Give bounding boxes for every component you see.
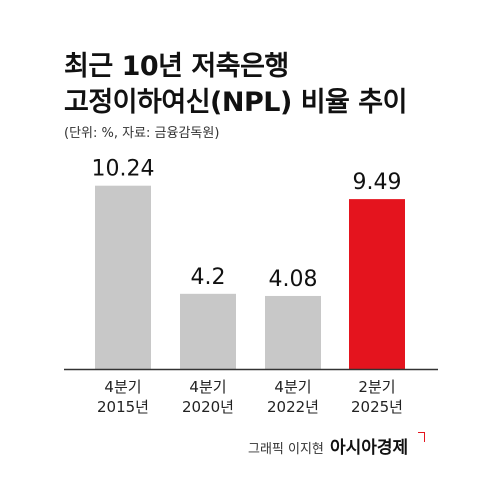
graphic-credit: 그래픽 이지현 [248,442,324,457]
x-tick-label-3-line2: 2025년 [351,398,403,416]
x-tick-label-2-line2: 2022년 [267,398,319,416]
x-tick-label-1-line1: 4분기 [189,378,226,396]
x-tick-label-3-line1: 2분기 [358,378,395,396]
unit-source-note: (단위: %, 자료: 금융감독원) [64,126,220,141]
brand-logo-mark [418,432,425,442]
bar-2 [265,295,321,369]
bar-value-label-3: 9.49 [353,170,402,195]
chart-title-line2: 고정이하여신(NPL) 비율 추이 [64,87,407,118]
bar-3 [349,199,405,369]
x-tick-label-2-line1: 4분기 [274,378,311,396]
x-tick-label-0-line2: 2015년 [97,398,149,416]
bar-value-label-1: 4.2 [191,265,226,290]
bar-0 [95,185,151,369]
x-tick-label-0-line1: 4분기 [104,378,141,396]
bar-value-label-2: 4.08 [269,267,318,292]
chart-title-line1: 최근 10년 저축은행 [64,51,289,82]
brand-logo-text: 아시아경제 [330,438,409,458]
x-tick-label-1-line2: 2020년 [182,398,234,416]
bar-1 [180,293,236,369]
bar-value-label-0: 10.24 [92,157,155,182]
